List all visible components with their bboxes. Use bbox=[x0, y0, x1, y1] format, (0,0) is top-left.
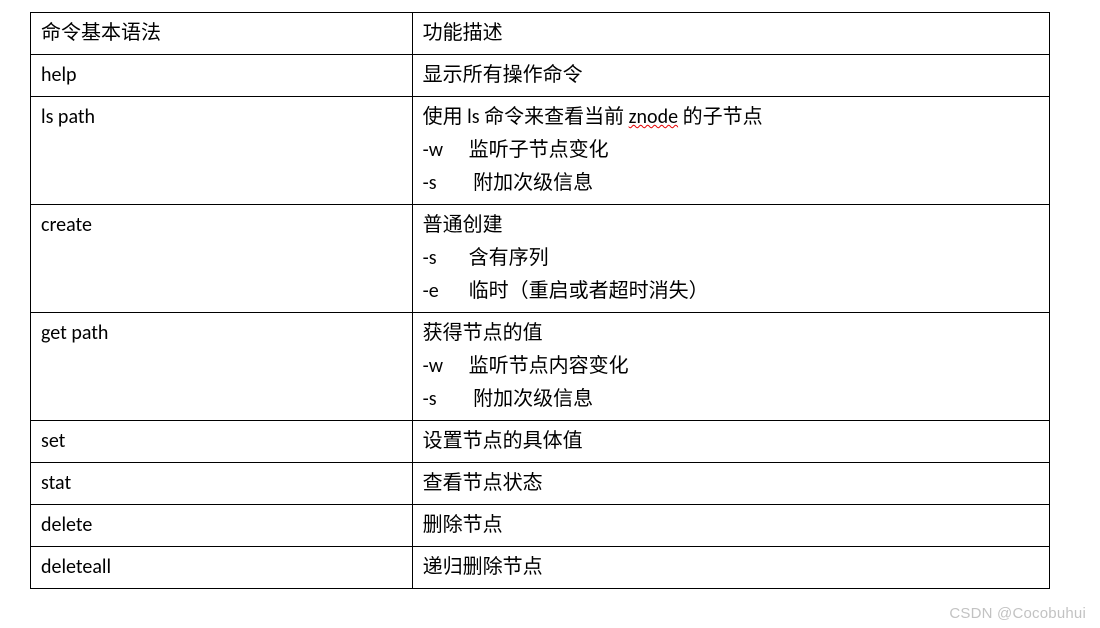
option-text: 含有序列 bbox=[469, 246, 549, 270]
command-cell: get path bbox=[31, 313, 413, 421]
table-row: stat 查看节点状态 bbox=[31, 463, 1050, 505]
table-row: delete 删除节点 bbox=[31, 505, 1050, 547]
option-flag: -s bbox=[423, 383, 469, 416]
option-text: 监听子节点变化 bbox=[469, 138, 609, 162]
header-right: 功能描述 bbox=[412, 13, 1049, 55]
description-cell: 普通创建-s含有序列-e临时（重启或者超时消失） bbox=[412, 205, 1049, 313]
text-segment: 使用 ls 命令来查看当前 bbox=[423, 105, 629, 129]
description-cell: 查看节点状态 bbox=[412, 463, 1049, 505]
description-cell: 获得节点的值-w监听节点内容变化-s 附加次级信息 bbox=[412, 313, 1049, 421]
description-line: 显示所有操作命令 bbox=[423, 59, 1039, 92]
command-cell: stat bbox=[31, 463, 413, 505]
description-line: -s 附加次级信息 bbox=[423, 383, 1039, 416]
table-row: create普通创建-s含有序列-e临时（重启或者超时消失） bbox=[31, 205, 1050, 313]
underlined-term: znode bbox=[629, 105, 678, 129]
header-left: 命令基本语法 bbox=[31, 13, 413, 55]
description-cell: 显示所有操作命令 bbox=[412, 55, 1049, 97]
text-segment: 的子节点 bbox=[678, 105, 763, 129]
option-text: 附加次级信息 bbox=[469, 171, 594, 195]
description-line: -w监听子节点变化 bbox=[423, 134, 1039, 167]
option-text: 附加次级信息 bbox=[469, 387, 594, 411]
description-line: -s含有序列 bbox=[423, 242, 1039, 275]
description-cell: 设置节点的具体值 bbox=[412, 421, 1049, 463]
table-row: set 设置节点的具体值 bbox=[31, 421, 1050, 463]
table-row: help 显示所有操作命令 bbox=[31, 55, 1050, 97]
description-cell: 递归删除节点 bbox=[412, 547, 1049, 589]
option-flag: -e bbox=[423, 275, 469, 308]
description-line: 使用 ls 命令来查看当前 znode 的子节点 bbox=[423, 101, 1039, 134]
description-line: 设置节点的具体值 bbox=[423, 425, 1039, 458]
option-flag: -s bbox=[423, 242, 469, 275]
description-line: 普通创建 bbox=[423, 209, 1039, 242]
command-cell: set bbox=[31, 421, 413, 463]
command-cell: delete bbox=[31, 505, 413, 547]
option-flag: -w bbox=[423, 350, 469, 383]
option-text: 监听节点内容变化 bbox=[469, 354, 629, 378]
command-cell: ls path bbox=[31, 97, 413, 205]
option-flag: -s bbox=[423, 167, 469, 200]
description-line: 查看节点状态 bbox=[423, 467, 1039, 500]
command-cell: help bbox=[31, 55, 413, 97]
table-row: deleteall 递归删除节点 bbox=[31, 547, 1050, 589]
description-cell: 使用 ls 命令来查看当前 znode 的子节点-w监听子节点变化-s 附加次级… bbox=[412, 97, 1049, 205]
table-row: 命令基本语法功能描述 bbox=[31, 13, 1050, 55]
watermark-text: CSDN @Cocobuhui bbox=[949, 605, 1086, 622]
description-line: -s 附加次级信息 bbox=[423, 167, 1039, 200]
table-row: ls path使用 ls 命令来查看当前 znode 的子节点-w监听子节点变化… bbox=[31, 97, 1050, 205]
description-line: -e临时（重启或者超时消失） bbox=[423, 275, 1039, 308]
option-text: 临时（重启或者超时消失） bbox=[469, 279, 709, 303]
description-line: 递归删除节点 bbox=[423, 551, 1039, 584]
description-line: 删除节点 bbox=[423, 509, 1039, 542]
description-line: -w监听节点内容变化 bbox=[423, 350, 1039, 383]
table-row: get path获得节点的值-w监听节点内容变化-s 附加次级信息 bbox=[31, 313, 1050, 421]
command-table: 命令基本语法功能描述help 显示所有操作命令 ls path 使用 ls 命令来查看… bbox=[30, 12, 1050, 589]
table-body: 命令基本语法功能描述help 显示所有操作命令 ls path 使用 ls 命令来查看… bbox=[31, 13, 1050, 589]
description-line: 获得节点的值 bbox=[423, 317, 1039, 350]
option-flag: -w bbox=[423, 134, 469, 167]
command-cell: create bbox=[31, 205, 413, 313]
command-cell: deleteall bbox=[31, 547, 413, 589]
description-cell: 删除节点 bbox=[412, 505, 1049, 547]
